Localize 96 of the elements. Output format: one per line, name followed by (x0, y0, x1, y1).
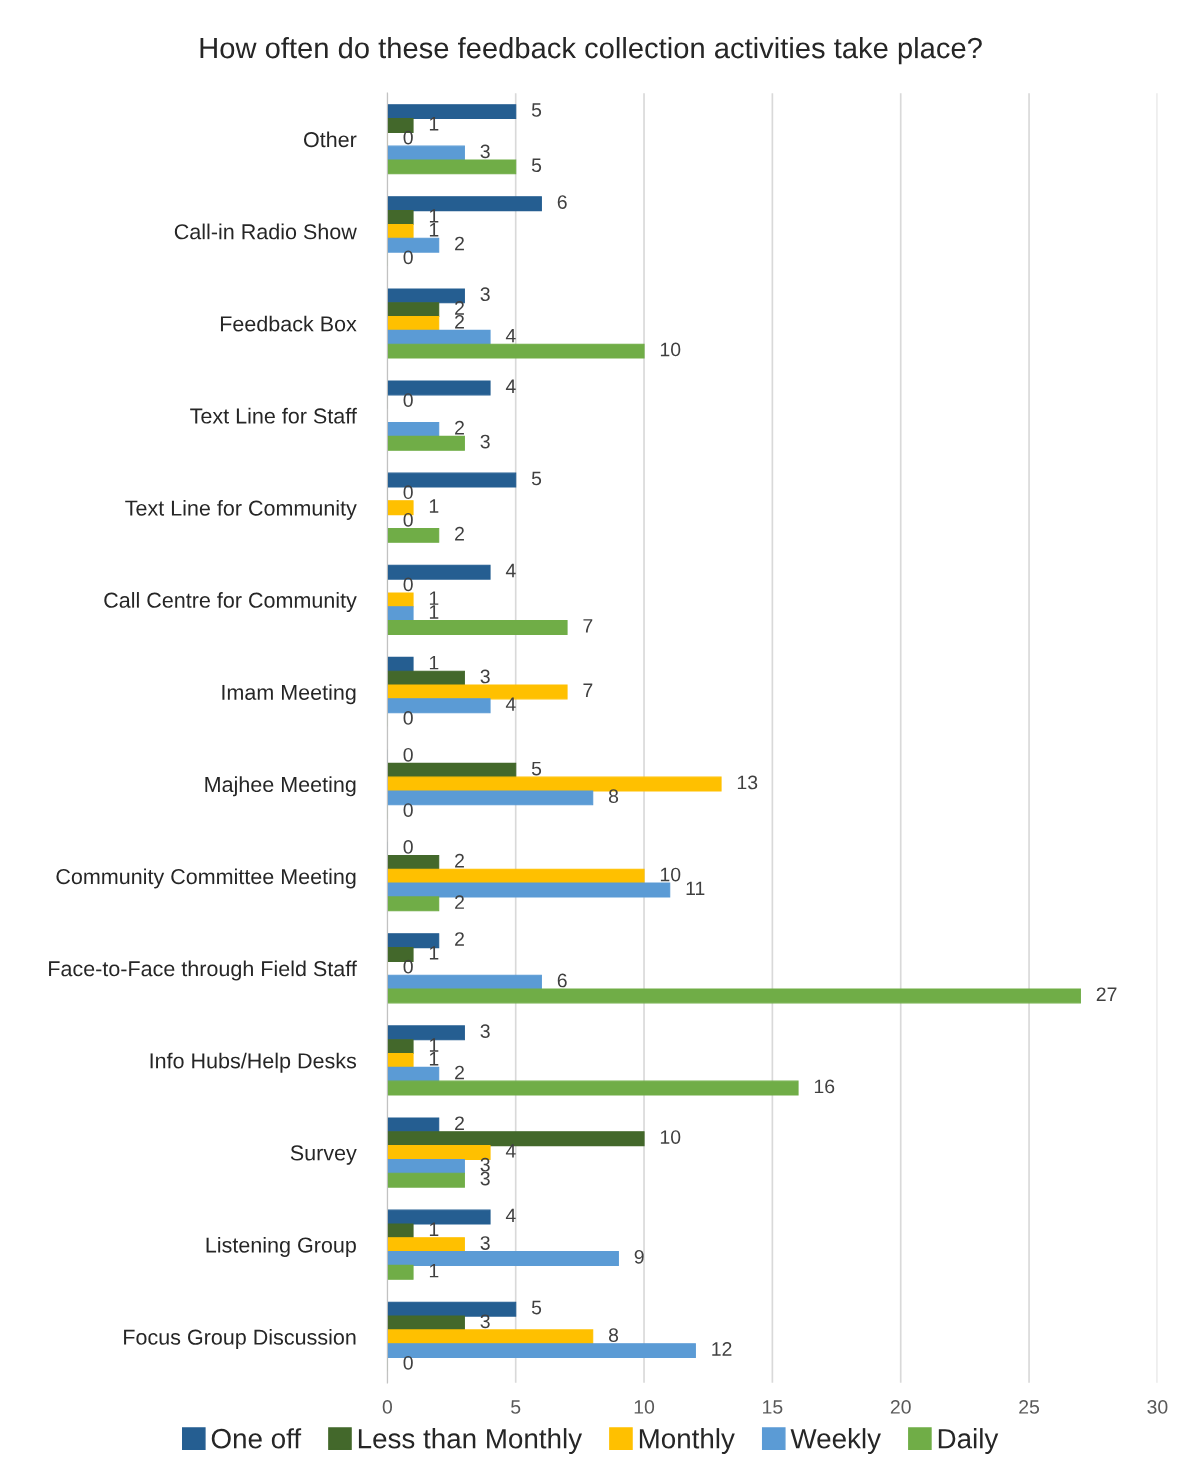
data-label: 1 (429, 1038, 439, 1052)
data-label: 2 (455, 301, 464, 315)
data-label: 3 (480, 1314, 490, 1329)
data-label: 5 (531, 471, 542, 486)
y-tick-label: Imam Meeting (222, 684, 356, 705)
y-tick-label: Text Line for Staff (190, 407, 357, 424)
data-label: 3 (480, 1171, 490, 1186)
data-label: 1 (429, 1263, 439, 1278)
data-label: 12 (712, 1342, 732, 1356)
data-label: 3 (480, 669, 490, 684)
chart-title: How often do these feedback collection activities take place? (200, 36, 982, 65)
data-label: 8 (608, 789, 619, 804)
data-label: 2 (455, 932, 464, 946)
data-label: 2 (455, 895, 464, 909)
data-label: 7 (583, 619, 593, 633)
data-label: 0 (403, 130, 413, 145)
data-label: 0 (403, 1355, 413, 1370)
data-label: 0 (403, 485, 413, 500)
data-label: 7 (583, 683, 593, 697)
data-label: 5 (531, 761, 542, 776)
data-label: 2 (455, 314, 464, 329)
data-label: 1 (429, 209, 439, 223)
data-label: 1 (429, 499, 439, 513)
data-label: 5 (531, 1300, 542, 1315)
data-label: 3 (480, 434, 490, 449)
data-label: 9 (634, 1249, 644, 1264)
data-label: 11 (686, 881, 705, 896)
data-label: 4 (505, 563, 516, 578)
data-label: 1 (429, 1222, 439, 1236)
legend-label: Weekly (790, 1428, 881, 1454)
data-label: 5 (531, 158, 542, 173)
data-label: 1 (429, 1052, 439, 1066)
data-label: 0 (403, 747, 413, 762)
data-label: 0 (403, 250, 413, 265)
data-label: 13 (737, 775, 758, 790)
data-label: 2 (455, 526, 464, 541)
data-label: 2 (455, 236, 464, 251)
data-label: 2 (455, 853, 464, 868)
y-tick-label: Text Line for Community (125, 499, 357, 520)
y-tick-label: Info Hubs/Help Desks (150, 1052, 357, 1073)
data-label: 0 (403, 393, 413, 407)
y-tick-label: Feedback Box (220, 315, 357, 332)
legend-label: Monthly (639, 1428, 735, 1454)
data-label: 3 (480, 1236, 490, 1250)
data-label: 4 (505, 1208, 516, 1223)
data-label: 1 (429, 591, 439, 605)
x-tick-label: 10 (634, 1400, 655, 1414)
data-label: 4 (505, 328, 516, 343)
y-tick-label: Community Committee Meeting (56, 868, 356, 889)
data-label: 3 (480, 287, 490, 302)
legend-label: One off (211, 1428, 302, 1449)
x-tick-label: 5 (511, 1400, 521, 1414)
data-label: 16 (814, 1079, 835, 1094)
x-tick-label: 20 (890, 1400, 911, 1414)
legend-label: Less than Monthly (358, 1428, 583, 1454)
data-label: 6 (557, 195, 567, 209)
data-label: 3 (480, 1024, 490, 1039)
data-label: 6 (557, 973, 567, 988)
y-tick-label: Survey (290, 1145, 357, 1165)
data-label: 3 (480, 144, 490, 159)
data-label: 10 (660, 1130, 681, 1144)
data-label: 0 (403, 512, 413, 527)
y-tick-label: Call Centre for Community (104, 592, 357, 613)
data-label: 2 (455, 1065, 464, 1080)
y-tick-label: Other (304, 131, 357, 148)
x-tick-label: 30 (1147, 1400, 1168, 1414)
y-tick-label: Call-in Radio Show (174, 223, 357, 240)
x-tick-label: 15 (763, 1400, 783, 1414)
data-label: 4 (505, 379, 516, 393)
data-label: 0 (403, 711, 413, 725)
data-label: 5 (531, 103, 542, 117)
data-label: 10 (660, 342, 681, 357)
data-label: 0 (403, 577, 413, 592)
data-label: 1 (429, 946, 439, 960)
x-tick-label: 25 (1019, 1400, 1040, 1414)
y-tick-label: Face-to-Face through Field Staff (49, 960, 357, 981)
data-label: 0 (403, 803, 413, 817)
data-label: 2 (455, 420, 464, 435)
data-label: 0 (403, 959, 413, 974)
data-label: 3 (480, 1157, 490, 1172)
data-label: 0 (403, 840, 413, 854)
legend-label: Daily (938, 1428, 999, 1454)
y-tick-label: Listening Group (206, 1236, 356, 1257)
y-tick-label: Majhee Meeting (205, 776, 356, 797)
data-label: 10 (660, 867, 681, 882)
x-tick-label: 0 (382, 1400, 393, 1414)
data-label: 8 (608, 1328, 619, 1343)
data-label: 1 (429, 655, 439, 670)
data-label: 2 (455, 1116, 464, 1130)
data-label: 1 (429, 605, 439, 619)
data-label: 1 (429, 223, 439, 237)
data-label: 27 (1096, 987, 1117, 1001)
y-tick-label: Focus Group Discussion (124, 1329, 356, 1350)
data-label: 4 (505, 697, 516, 711)
data-label: 1 (429, 117, 439, 131)
data-label: 4 (505, 1144, 516, 1158)
